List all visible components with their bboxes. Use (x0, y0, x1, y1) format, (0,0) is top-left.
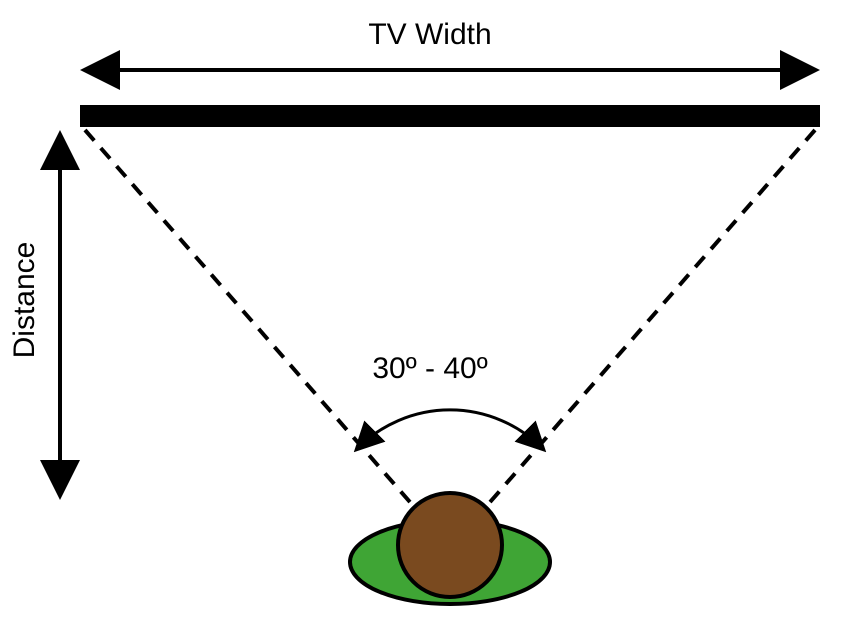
distance-label: Distance (8, 242, 42, 359)
viewer-head (398, 493, 502, 597)
sight-line-right (470, 130, 815, 525)
tv-width-label: TV Width (368, 18, 491, 52)
sight-line-left (85, 130, 430, 525)
angle-arc (358, 410, 542, 448)
tv-bar (80, 105, 820, 127)
angle-range-label: 30º - 40º (372, 352, 487, 386)
diagram-canvas (0, 0, 860, 640)
